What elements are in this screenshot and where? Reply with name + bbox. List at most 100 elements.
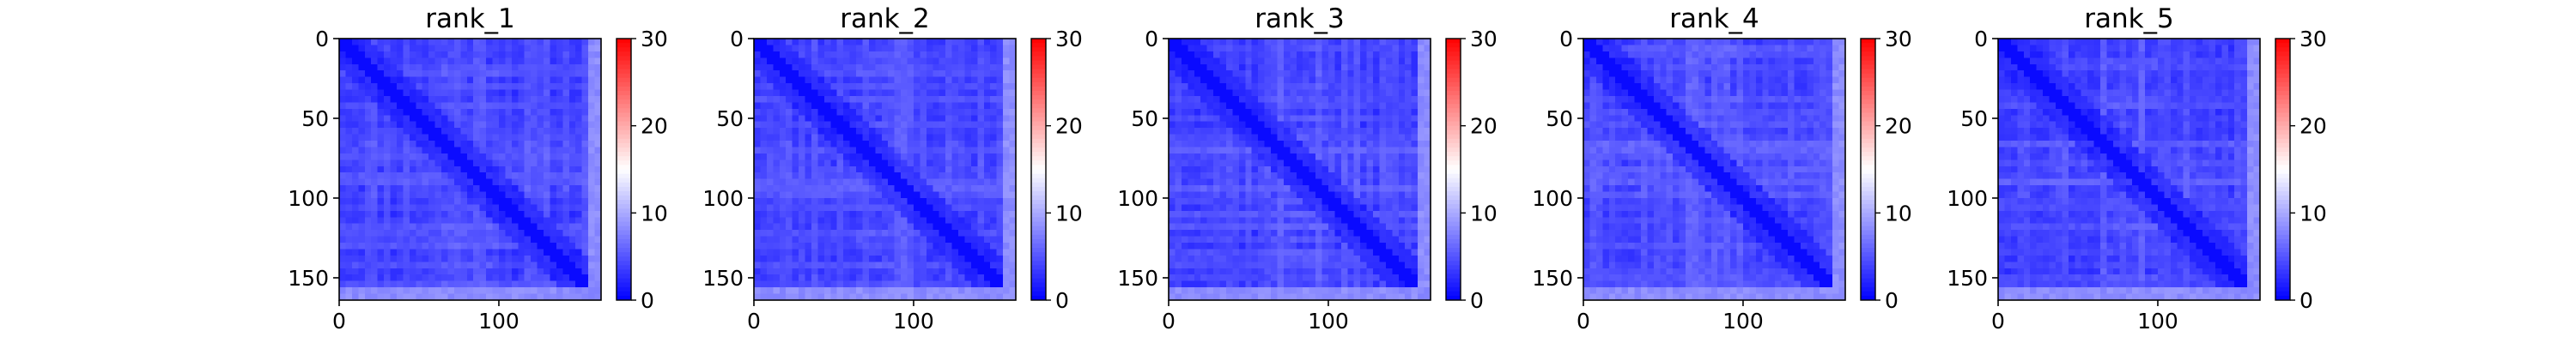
heatmap-cell xyxy=(594,191,602,199)
heatmap-cell xyxy=(951,63,959,71)
heatmap-cell xyxy=(907,115,914,123)
heatmap-cell xyxy=(1296,95,1303,103)
heatmap-cell xyxy=(1340,102,1348,110)
heatmap-cell xyxy=(531,57,538,65)
colorbar-segment xyxy=(1031,77,1046,83)
heatmap-cell xyxy=(1296,108,1303,116)
heatmap-cell xyxy=(1405,230,1413,237)
heatmap-cell xyxy=(453,165,461,173)
heatmap-cell xyxy=(1251,159,1259,167)
heatmap-cell xyxy=(1175,95,1182,103)
heatmap-cell xyxy=(588,76,595,84)
heatmap-cell xyxy=(1213,128,1220,135)
heatmap-cell xyxy=(377,141,385,147)
heatmap-cell xyxy=(581,210,589,218)
heatmap-cell xyxy=(1398,191,1406,199)
heatmap-cell xyxy=(1309,141,1316,147)
heatmap-cell xyxy=(1360,255,1367,262)
heatmap-cell xyxy=(786,293,793,301)
heatmap-cell xyxy=(1194,70,1201,77)
heatmap-cell xyxy=(856,89,863,97)
heatmap-cell xyxy=(1385,165,1393,173)
heatmap-cell xyxy=(1169,95,1176,103)
heatmap-cell xyxy=(588,51,595,58)
heatmap-cell xyxy=(1340,128,1348,135)
heatmap-cell xyxy=(990,210,998,218)
heatmap-cell xyxy=(505,255,513,262)
heatmap-cell xyxy=(766,128,774,135)
heatmap-cell xyxy=(1373,172,1380,180)
heatmap-cell xyxy=(486,185,493,192)
heatmap-cell xyxy=(958,204,965,212)
heatmap-cell xyxy=(901,236,908,244)
heatmap-cell xyxy=(556,255,563,262)
heatmap-cell xyxy=(1009,268,1017,275)
heatmap-cell xyxy=(811,287,818,294)
heatmap-cell xyxy=(345,141,353,147)
heatmap-cell xyxy=(1219,197,1227,205)
heatmap-cell xyxy=(1188,159,1195,167)
heatmap-cell xyxy=(441,128,448,135)
heatmap-cell xyxy=(862,102,870,110)
heatmap-cell xyxy=(805,57,812,65)
heatmap-cell xyxy=(996,210,1004,218)
heatmap-cell xyxy=(568,191,576,199)
heatmap-cell xyxy=(945,121,952,129)
heatmap-cell xyxy=(1232,172,1240,180)
heatmap-cell xyxy=(1411,185,1419,192)
heatmap-cell xyxy=(537,230,544,237)
heatmap-cell xyxy=(466,243,474,250)
heatmap-cell xyxy=(371,191,378,199)
heatmap-cell xyxy=(1264,243,1272,250)
heatmap-cell xyxy=(1340,83,1348,90)
heatmap-cell xyxy=(823,45,831,52)
heatmap-cell xyxy=(396,280,404,288)
heatmap-cell xyxy=(384,45,391,52)
heatmap-cell xyxy=(894,95,902,103)
heatmap-cell xyxy=(970,165,978,173)
heatmap-cell xyxy=(441,268,448,275)
colorbar-segment xyxy=(1031,104,1046,109)
heatmap-cell xyxy=(371,95,378,103)
heatmap-cell xyxy=(524,128,532,135)
heatmap-cell xyxy=(505,102,513,110)
heatmap-cell xyxy=(1188,236,1195,244)
heatmap-cell xyxy=(983,147,991,154)
heatmap-cell xyxy=(575,243,583,250)
heatmap-cell xyxy=(856,274,863,282)
heatmap-cell xyxy=(518,191,526,199)
heatmap-cell xyxy=(1327,249,1335,256)
heatmap-cell xyxy=(1309,128,1316,135)
heatmap-cell xyxy=(544,204,550,212)
colorbar-segment xyxy=(1031,186,1046,192)
heatmap-cell xyxy=(339,191,346,199)
heatmap-cell xyxy=(479,255,487,262)
heatmap-cell xyxy=(1411,76,1419,84)
heatmap-cell xyxy=(836,153,844,160)
heatmap-cell xyxy=(849,134,857,141)
heatmap-cell xyxy=(990,287,998,294)
heatmap-cell xyxy=(875,95,883,103)
heatmap-cell xyxy=(1360,102,1367,110)
heatmap-cell xyxy=(1418,115,1425,123)
heatmap-cell xyxy=(486,262,493,269)
heatmap-cell xyxy=(1238,108,1246,116)
heatmap-cell xyxy=(1181,204,1188,212)
heatmap-cell xyxy=(779,141,787,147)
heatmap-cell xyxy=(868,147,876,154)
heatmap-cell xyxy=(881,223,889,231)
heatmap-cell xyxy=(409,217,416,225)
heatmap-cell xyxy=(970,95,978,103)
heatmap-cell xyxy=(364,178,372,186)
heatmap-cell xyxy=(1424,217,1431,225)
heatmap-cell xyxy=(773,89,781,97)
heatmap-cell xyxy=(773,147,781,154)
heatmap-cell xyxy=(1213,115,1220,123)
heatmap-cell xyxy=(1303,89,1310,97)
heatmap-cell xyxy=(473,45,481,52)
heatmap-cell xyxy=(1009,134,1017,141)
heatmap-cell xyxy=(1385,57,1393,65)
heatmap-cell xyxy=(377,249,385,256)
heatmap-cell xyxy=(1169,236,1176,244)
heatmap-cell xyxy=(384,223,391,231)
